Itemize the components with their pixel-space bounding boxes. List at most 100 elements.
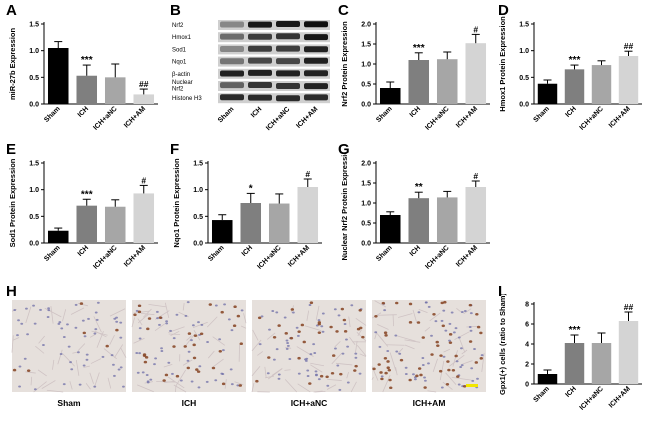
x-tick-label-sham: Sham xyxy=(43,244,61,262)
nucleus xyxy=(457,336,461,339)
positive-cell xyxy=(399,358,404,362)
positive-cell xyxy=(195,368,199,371)
x-tick-label-ich: ICH xyxy=(564,385,577,398)
tissue-fiber xyxy=(186,335,192,341)
positive-cell xyxy=(115,328,119,332)
x-tick-label-ich: ICH xyxy=(77,105,90,118)
tissue-fiber xyxy=(377,314,397,316)
y-tick-label: 1.0 xyxy=(361,201,371,208)
x-tick-label-ich-am: ICH+AM xyxy=(455,105,479,129)
nucleus xyxy=(354,356,358,359)
western-blot: Nrf2Hmox1Sod1Nqo1β-actinNuclearNrf2Histo… xyxy=(172,20,330,132)
blot-strip-histone-h3 xyxy=(218,93,330,104)
positive-cell xyxy=(186,366,190,370)
nucleus xyxy=(341,352,345,355)
positive-cell xyxy=(384,371,388,375)
nucleus xyxy=(463,309,467,312)
positive-cell xyxy=(232,324,237,327)
nucleus xyxy=(414,378,417,381)
nucleus xyxy=(398,352,402,355)
tissue-fiber xyxy=(386,344,405,346)
nucleus xyxy=(312,343,316,346)
tissue-fiber xyxy=(50,306,54,324)
tissue-fiber xyxy=(90,358,102,364)
tissue-fiber xyxy=(170,330,180,336)
nucleus xyxy=(93,385,97,388)
y-tick-label: 0.0 xyxy=(29,241,39,248)
y-axis-label: miR-27b Expression xyxy=(8,28,17,101)
x-tick-label-ich: ICH xyxy=(241,244,254,257)
positive-cell xyxy=(297,356,301,360)
band-hmox1-ich-anc xyxy=(276,33,300,40)
nucleus xyxy=(295,326,299,329)
positive-cell xyxy=(302,340,306,344)
y-tick-label: 0.0 xyxy=(29,102,39,109)
nucleus xyxy=(57,322,61,325)
significance-ich: *** xyxy=(569,325,581,336)
x-tick-label-ich-anc: ICH+aNC xyxy=(579,385,605,411)
nucleus xyxy=(321,330,325,333)
tissue-fiber xyxy=(382,374,391,393)
x-tick-label-sham: Sham xyxy=(43,105,61,123)
nucleus xyxy=(197,386,201,389)
nucleus xyxy=(112,363,115,366)
band-nrf2-ich-anc xyxy=(276,21,300,28)
nucleus xyxy=(412,373,415,376)
tissue-fiber xyxy=(459,338,466,353)
y-tick-label: 4 xyxy=(525,342,529,349)
band-nuclear-nrf2-ich-anc xyxy=(276,83,300,90)
micrograph-label-ich: ICH xyxy=(182,398,197,408)
nucleus xyxy=(25,307,28,310)
band-histone-h3-sham xyxy=(220,94,244,101)
x-tick-label-ich: ICH xyxy=(409,105,422,118)
nucleus xyxy=(442,355,446,358)
nucleus xyxy=(423,376,426,379)
y-tick-label: 1.0 xyxy=(519,48,529,55)
nucleus xyxy=(286,341,290,344)
nucleus xyxy=(82,364,86,367)
nucleus xyxy=(317,378,321,381)
nucleus xyxy=(171,372,174,375)
nucleus xyxy=(427,305,431,308)
nucleus xyxy=(175,313,179,316)
nucleus xyxy=(77,351,80,354)
nucleus xyxy=(424,379,427,382)
positive-cell xyxy=(164,373,169,377)
tissue-fiber xyxy=(57,349,63,365)
bar-ich-anc xyxy=(268,203,290,243)
positive-cell xyxy=(257,316,262,320)
nucleus xyxy=(266,372,270,375)
positive-cell xyxy=(255,379,259,383)
blot-strip-sod1 xyxy=(218,44,330,55)
positive-cell xyxy=(192,356,197,360)
nucleus xyxy=(304,359,308,362)
nucleus xyxy=(454,327,458,330)
tissue-fiber xyxy=(251,382,255,393)
y-tick-label: 0.5 xyxy=(361,82,371,89)
nucleus xyxy=(304,358,307,361)
nucleus xyxy=(346,345,350,348)
nucleus xyxy=(333,308,337,311)
positive-cell xyxy=(133,313,137,317)
nucleus xyxy=(460,364,464,367)
blot-label-nuclear-nrf2: Nuclear xyxy=(172,80,193,86)
nucleus xyxy=(395,350,399,353)
bar-sham xyxy=(537,374,558,384)
bar-ich-anc xyxy=(591,343,612,384)
tissue-fiber xyxy=(93,316,102,333)
tissue-fiber xyxy=(285,346,292,349)
nucleus xyxy=(326,384,330,387)
x-tick-label-ich-anc: ICH+aNC xyxy=(579,105,605,131)
positive-cell xyxy=(220,310,224,314)
y-axis-label: Gpx1(+) cells (ratio to Sham) xyxy=(498,294,507,395)
tissue-fiber xyxy=(62,353,75,367)
nucleus xyxy=(160,347,163,350)
bar-ich-anc xyxy=(436,197,458,243)
panel-letter-c: C xyxy=(338,2,349,19)
nucleus xyxy=(187,350,191,353)
bar-ich-anc xyxy=(591,65,612,104)
nucleus xyxy=(172,337,176,340)
bar-ich-am xyxy=(297,187,319,243)
nucleus xyxy=(460,347,463,350)
tissue-fiber xyxy=(427,390,437,393)
